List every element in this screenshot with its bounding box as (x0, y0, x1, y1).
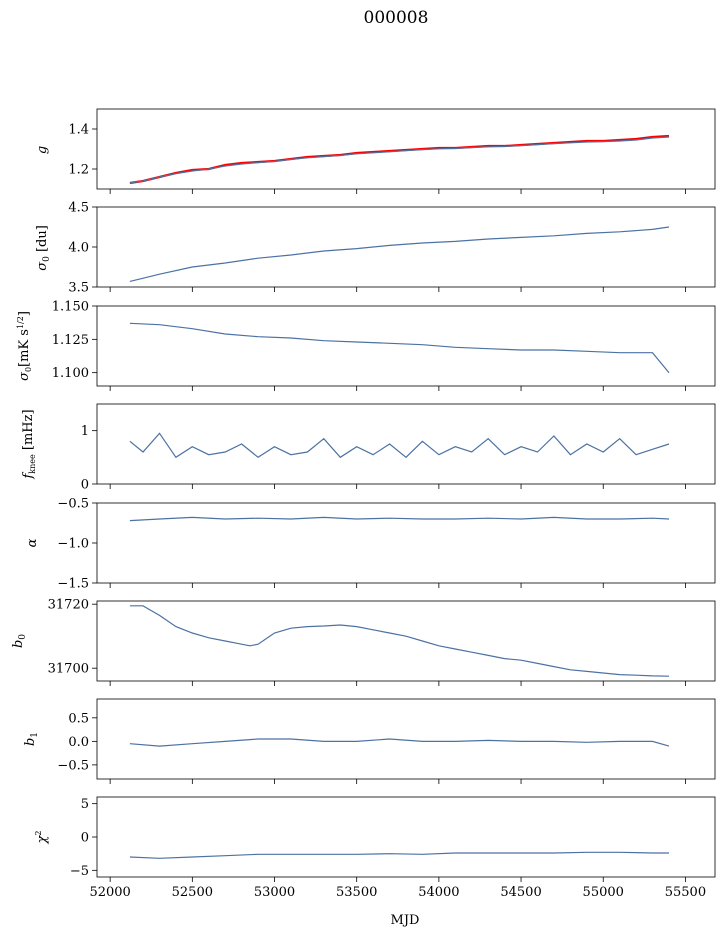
x-tick-label: 54000 (418, 885, 459, 900)
series-line (129, 136, 670, 184)
y-label-alpha: α (25, 538, 40, 547)
series-line (129, 322, 670, 374)
x-tick-label: 53000 (254, 885, 295, 900)
x-tick-label: 55000 (583, 885, 624, 900)
y-tick-label: −1.5 (57, 577, 89, 592)
x-tick-label: 55500 (665, 885, 706, 900)
y-label-b0: b0 (11, 634, 28, 648)
y-tick-label: 0 (81, 831, 89, 846)
y-tick-label: 31720 (48, 598, 89, 613)
y-tick-label: −5 (70, 864, 89, 879)
y-tick-label: 1.2 (68, 163, 89, 178)
panel-fknee: fknee [mHz] 0 1 (21, 403, 716, 493)
y-tick-label: 1.125 (52, 333, 89, 348)
y-tick-label: 31700 (48, 662, 89, 677)
panel-g: g 1.2 1.4 (35, 108, 716, 194)
panel-frame (96, 698, 716, 780)
y-tick-label: 4.5 (68, 201, 89, 216)
x-tick-label: 53500 (336, 885, 377, 900)
y-tick-label: 4.0 (68, 241, 89, 256)
y-tick-label: −1.0 (57, 537, 89, 552)
series-line (129, 738, 670, 747)
x-tick-label: 54500 (500, 885, 541, 900)
y-tick-label: 0 (81, 478, 89, 493)
y-tick-label: 0.0 (68, 735, 89, 750)
y-tick-label: 5 (81, 797, 89, 812)
panel-frame (96, 206, 716, 288)
series-line (129, 134, 670, 185)
panel-frame (96, 796, 716, 878)
y-tick-label: 1 (81, 424, 89, 439)
y-label-b1: b1 (23, 732, 40, 746)
panel-alpha: α −1.5 −1.0 −0.5 (25, 497, 716, 592)
panel-frame (96, 403, 716, 485)
y-tick-label: 3.5 (68, 281, 89, 296)
panel-sigma0-du: σ0 [du] 3.5 4.0 4.5 (35, 201, 716, 296)
panel-b1: b1 −0.5 0.0 0.5 (23, 698, 716, 784)
y-label-fknee: fknee [mHz] (21, 409, 37, 479)
x-axis-label: MJD (391, 913, 420, 928)
panel-sigma0-mks: σ0[mK s1/2] 1.100 1.125 1.150 (16, 300, 716, 391)
series-line (129, 432, 670, 459)
x-tick-label: 52000 (89, 885, 130, 900)
y-label-g: g (35, 146, 50, 154)
panel-frame (96, 600, 716, 682)
y-tick-label: −0.5 (57, 497, 89, 512)
y-label-sigma0-mks: σ0[mK s1/2] (16, 311, 33, 381)
series-line (129, 516, 670, 522)
y-tick-label: 1.4 (68, 123, 89, 138)
y-tick-label: 1.150 (52, 300, 89, 315)
x-tick-label: 52500 (172, 885, 213, 900)
panel-frame (96, 305, 716, 387)
panel-frame (96, 108, 716, 190)
y-tick-label: −0.5 (57, 758, 89, 773)
series-line (129, 226, 670, 282)
panel-frame (96, 502, 716, 584)
figure-title: 000008 (364, 8, 429, 28)
panel-b0: b0 31700 31720 (11, 598, 716, 686)
y-label-chi2: χ2 (34, 831, 50, 845)
y-tick-label: 1.100 (52, 366, 89, 381)
y-tick-label: 0.5 (68, 711, 89, 726)
panel-chi2: χ2 −5 0 5 52000 52500 53000 53500 54000 54500 550… (34, 796, 716, 900)
y-label-sigma0-du: σ0 [du] (35, 225, 52, 271)
series-line (129, 605, 670, 677)
series-line (129, 851, 669, 859)
